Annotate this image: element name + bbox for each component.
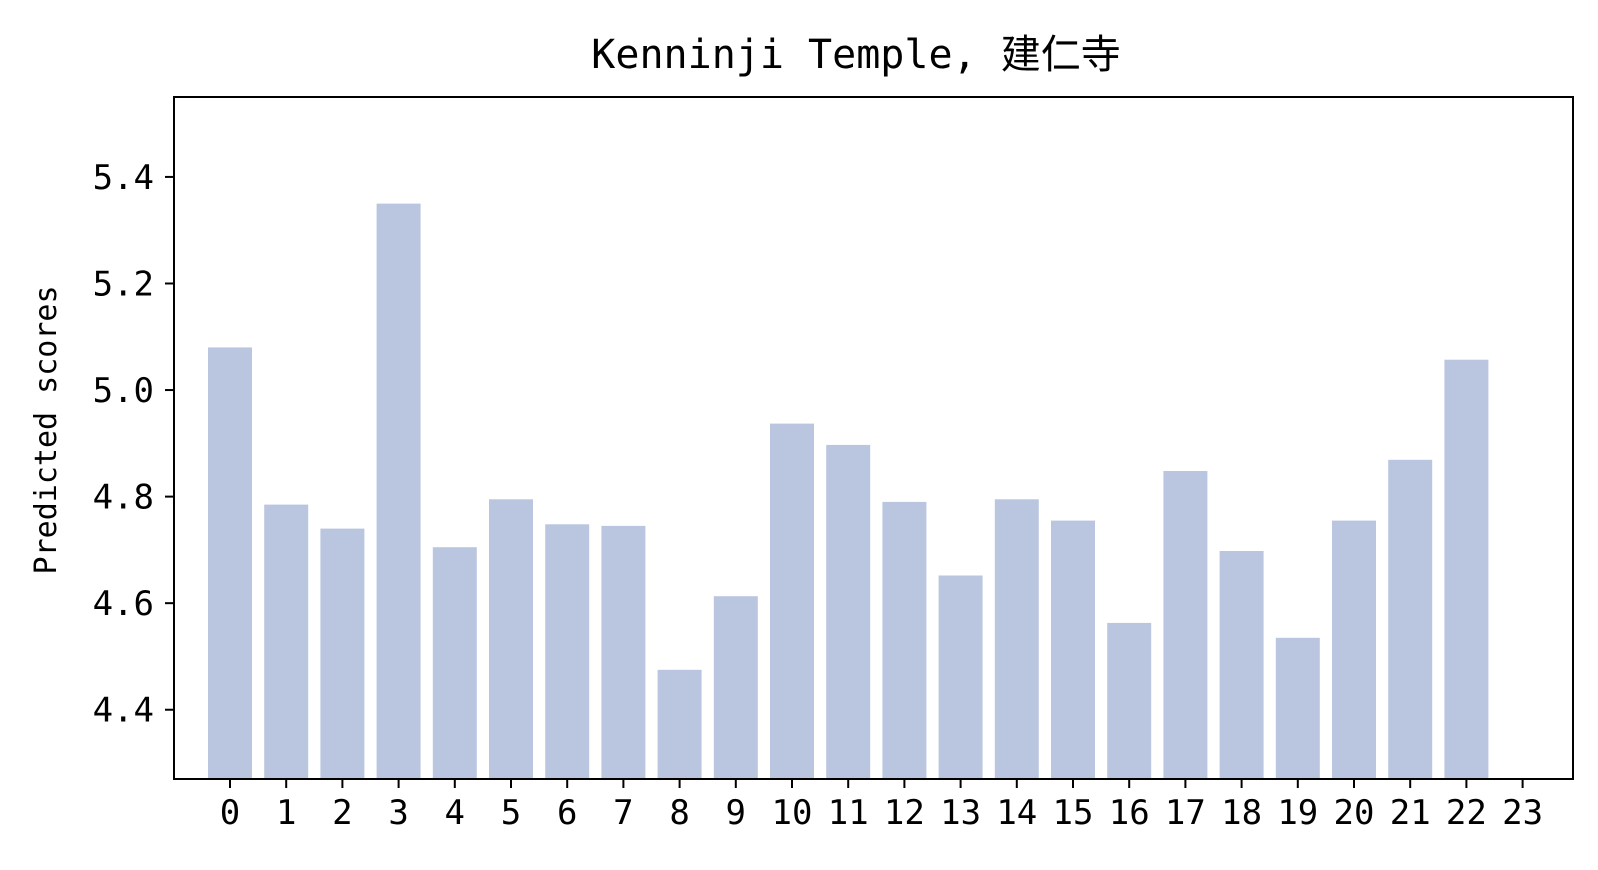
x-tick-label-17: 17 <box>1165 793 1206 833</box>
bar-14 <box>994 499 1039 779</box>
x-tick-label-4: 4 <box>445 793 465 833</box>
x-tick-label-7: 7 <box>613 793 633 833</box>
y-tick-label-4.4: 4.4 <box>93 691 154 731</box>
x-tick-label-13: 13 <box>940 793 981 833</box>
x-tick-label-19: 19 <box>1277 793 1318 833</box>
y-tick-label-5.0: 5.0 <box>93 371 154 411</box>
bar-10 <box>770 423 814 779</box>
x-tick-label-21: 21 <box>1390 793 1431 833</box>
y-tick-label-5.2: 5.2 <box>93 264 154 304</box>
x-tick-label-1: 1 <box>276 793 296 833</box>
bar-20 <box>1332 520 1376 779</box>
bar-8 <box>657 669 702 779</box>
bar-13 <box>938 575 983 779</box>
x-tick-label-5: 5 <box>501 793 521 833</box>
bar-15 <box>1051 520 1095 779</box>
x-tick-label-9: 9 <box>726 793 746 833</box>
chart-title: Kenninji Temple, 建仁寺 <box>591 32 1120 78</box>
bar-5 <box>489 499 533 779</box>
y-tick-label-5.4: 5.4 <box>93 158 154 198</box>
x-tick-label-11: 11 <box>828 793 869 833</box>
x-tick-label-15: 15 <box>1053 793 1094 833</box>
x-tick-label-3: 3 <box>388 793 408 833</box>
x-tick-label-10: 10 <box>772 793 813 833</box>
x-tick-label-16: 16 <box>1109 793 1150 833</box>
x-tick-label-23: 23 <box>1502 793 1543 833</box>
y-tick-label-4.8: 4.8 <box>93 478 154 518</box>
bar-1 <box>264 504 309 779</box>
bar-7 <box>601 525 646 779</box>
x-tick-label-6: 6 <box>557 793 577 833</box>
bar-0 <box>208 347 252 779</box>
y-axis-label: Predicted scores <box>29 286 64 575</box>
y-axis-ticks: 4.4 4.6 4.8 5.0 5.2 5.4 <box>93 158 174 731</box>
x-tick-label-20: 20 <box>1334 793 1375 833</box>
plot-frame <box>173 96 1574 780</box>
bar-19 <box>1275 637 1320 779</box>
bar-12 <box>882 501 927 779</box>
x-tick-label-14: 14 <box>996 793 1037 833</box>
bar-6 <box>545 524 590 779</box>
bar-17 <box>1163 471 1208 779</box>
bars-group <box>208 203 1489 780</box>
x-tick-label-2: 2 <box>332 793 352 833</box>
bar-22 <box>1444 359 1489 779</box>
y-tick-label-4.6: 4.6 <box>93 584 154 624</box>
bar-4 <box>432 547 477 779</box>
bar-9 <box>713 596 758 779</box>
bar-21 <box>1388 459 1433 779</box>
x-axis-ticks: 0 1 2 3 4 5 6 7 8 9 10 11 12 13 14 15 16 17 18 19 20 21 22 23 <box>220 779 1543 833</box>
bar-11 <box>826 444 871 779</box>
bar-16 <box>1107 622 1152 779</box>
x-tick-label-22: 22 <box>1446 793 1487 833</box>
bar-3 <box>376 203 421 780</box>
x-tick-label-0: 0 <box>220 793 240 833</box>
x-tick-label-12: 12 <box>884 793 925 833</box>
bar-18 <box>1219 551 1264 779</box>
bar-2 <box>320 528 365 779</box>
x-tick-label-8: 8 <box>669 793 689 833</box>
x-tick-label-18: 18 <box>1221 793 1262 833</box>
